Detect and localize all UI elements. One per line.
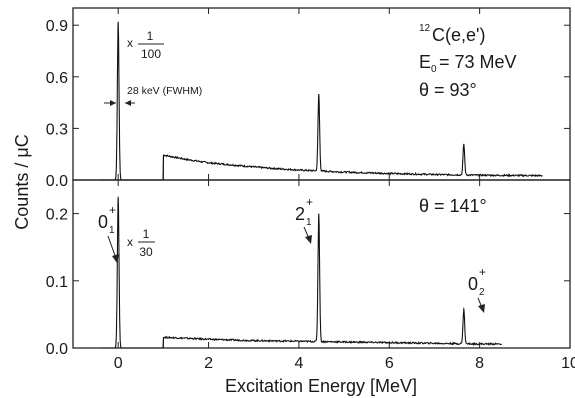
svg-text:0: 0 [468, 274, 478, 294]
y-axis-label: Counts / μC [12, 134, 32, 229]
svg-text:0: 0 [98, 212, 108, 232]
svg-text:2: 2 [479, 287, 485, 298]
top-spectrum-trace [100, 21, 543, 181]
second-zero-plus-state-arrow [477, 297, 485, 313]
y-tick-label: 0.0 [46, 341, 68, 358]
y-tick-label: 0.0 [46, 173, 68, 190]
bottom-panel-frame [72, 179, 571, 349]
svg-text:+: + [479, 265, 486, 279]
bottom-spectrum-trace [100, 196, 503, 349]
bottom-scale-times: x [127, 235, 133, 249]
y-tick-label: 0.2 [46, 207, 68, 224]
x-tick-label: 0 [114, 355, 123, 372]
fwhm-label: 28 keV (FWHM) [127, 85, 202, 97]
beam-energy-value: = 73 MeV [439, 52, 517, 72]
x-tick-label: 2 [204, 355, 213, 372]
ground-state-label: 0 + 1 [98, 203, 116, 236]
x-axis-label: Excitation Energy [MeV] [225, 376, 417, 396]
top-scale-numerator: 1 [147, 29, 154, 43]
ground-state-arrow [107, 235, 119, 263]
y-tick-label: 0.1 [46, 274, 68, 291]
svg-text:+: + [306, 195, 313, 209]
x-tick-label: 8 [475, 355, 484, 372]
svg-text:1: 1 [306, 217, 312, 228]
x-tick-label: 4 [294, 355, 303, 372]
y-tick-label: 0.9 [46, 18, 68, 35]
bottom-angle-label: θ = 141° [419, 196, 487, 216]
first-excited-state-label: 2 + 1 [295, 195, 313, 228]
svg-text:+: + [109, 203, 116, 217]
fwhm-arrows [104, 100, 135, 106]
first-excited-state-arrow [303, 226, 312, 244]
reaction-label: C(e,e') [432, 25, 485, 45]
bottom-scale-denominator: 30 [139, 245, 153, 259]
y-tick-label: 0.6 [46, 70, 68, 87]
top-scale-times: x [127, 36, 133, 50]
svg-text:2: 2 [295, 204, 305, 224]
x-tick-label: 6 [385, 355, 394, 372]
reaction-mass-number: 12 [419, 23, 431, 34]
svg-text:1: 1 [109, 225, 115, 236]
x-tick-label: 10 [561, 355, 575, 372]
top-scale-denominator: 100 [141, 47, 161, 61]
top-angle-label: θ = 93° [419, 80, 477, 100]
bottom-scale-numerator: 1 [143, 227, 150, 241]
beam-energy-subscript: 0 [431, 64, 437, 75]
second-zero-plus-state-label: 0 + 2 [468, 265, 486, 298]
y-tick-label: 0.3 [46, 121, 68, 138]
beam-energy-symbol: E [419, 52, 431, 72]
